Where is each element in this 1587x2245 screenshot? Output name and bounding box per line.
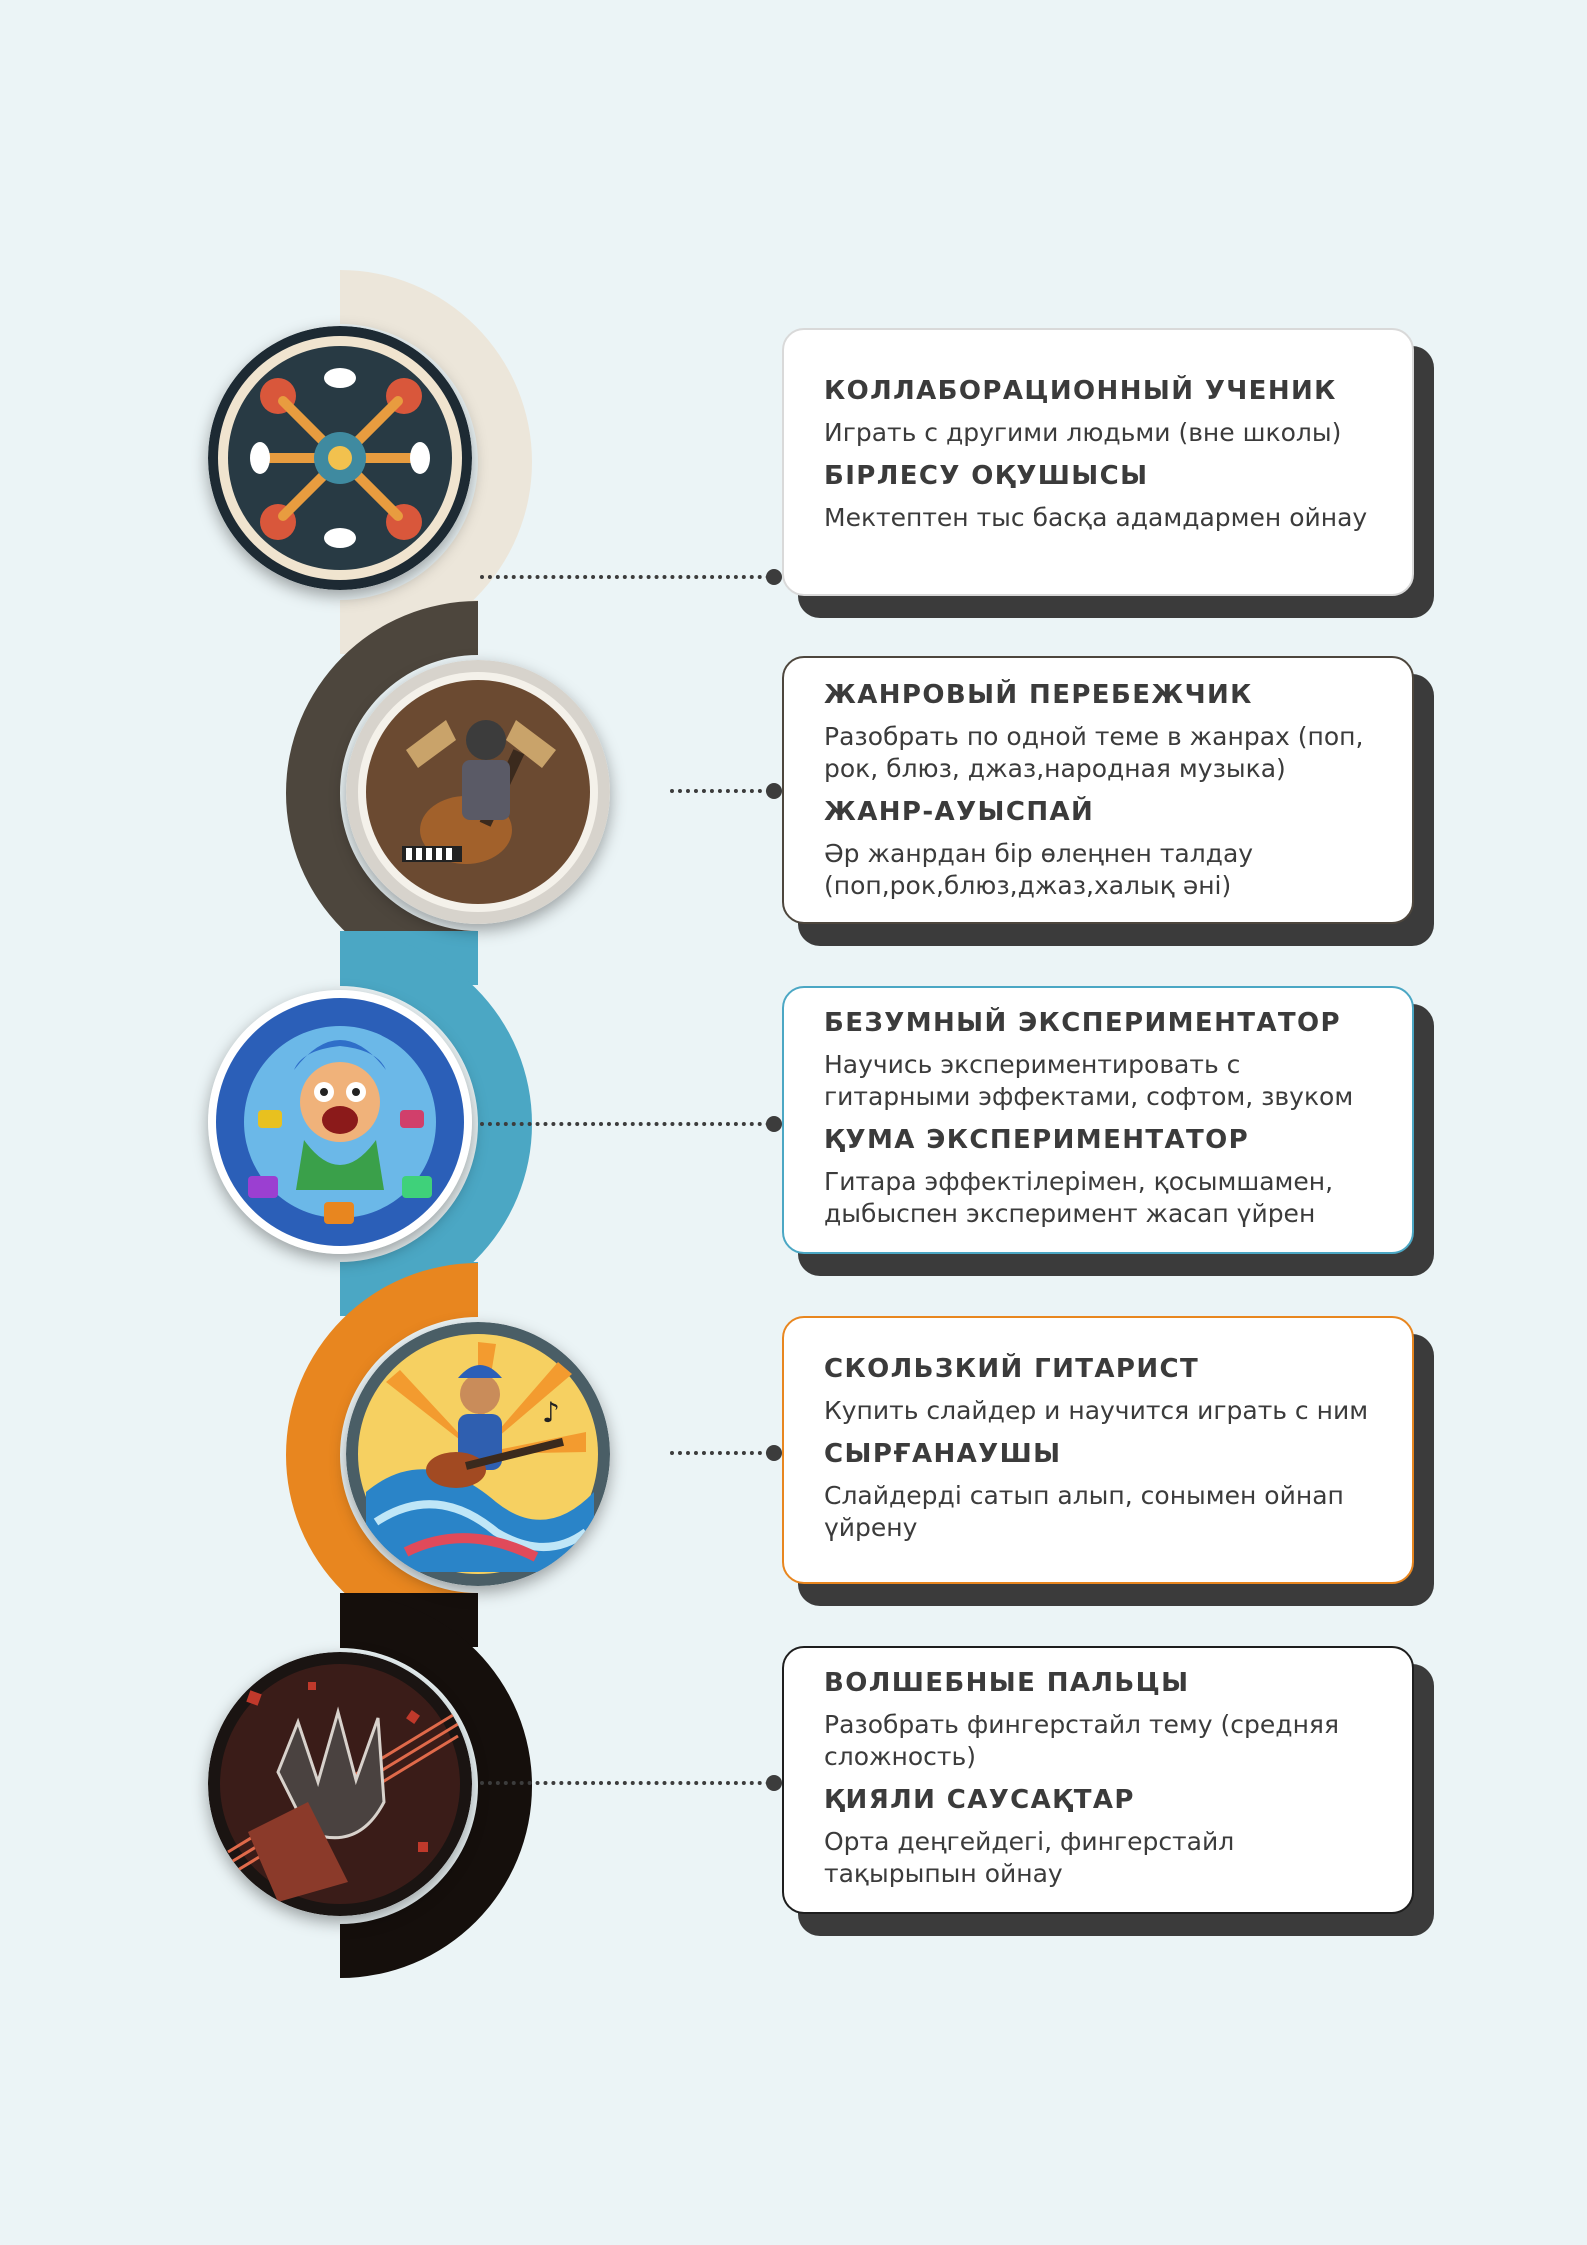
mad-experimenter-illustration: [208, 990, 472, 1254]
card-title-ru: КОЛЛАБОРАЦИОННЫЙ УЧЕНИК: [824, 376, 1337, 406]
card-title-ru: ВОЛШЕБНЫЕ ПАЛЬЦЫ: [824, 1668, 1190, 1698]
card-desc-kz: Мектептен тыс басқа адамдармен ойнау: [824, 503, 1368, 533]
card-title-kz: СЫРҒАНАУШЫ: [824, 1439, 1062, 1470]
connector-dot-1: [766, 569, 782, 585]
step-card-mad-experimenter: БЕЗУМНЫЙ ЭКСПЕРИМЕНТАТОР Научись экспери…: [782, 986, 1414, 1254]
card-title-ru: СКОЛЬЗКИЙ ГИТАРИСТ: [824, 1354, 1200, 1384]
snake-segment-1: [340, 270, 532, 654]
card-desc-kz: Орта деңгейдегі, фингерстайл тақырыпын о…: [824, 1827, 1235, 1889]
card-desc-ru: Разобрать фингерстайл тему (средняя слож…: [824, 1710, 1339, 1772]
card-title-kz: ҚУМА ЭКСПЕРИМЕНТАТОР: [824, 1125, 1250, 1156]
genre-hopper-illustration: [346, 660, 610, 924]
card-title-kz: ЖАНР-АУЫСПАЙ: [824, 797, 1095, 828]
snake-segment-2: [286, 601, 478, 985]
step-card-magic-fingers: ВОЛШЕБНЫЕ ПАЛЬЦЫ Разобрать фингерстайл т…: [782, 1646, 1414, 1914]
connector-dot-2: [766, 783, 782, 799]
step-card-slide-guitarist: СКОЛЬЗКИЙ ГИТАРИСТ Купить слайдер и науч…: [782, 1316, 1414, 1584]
connector-dot-5: [766, 1775, 782, 1791]
connector-1: [480, 575, 770, 579]
card-title-ru: БЕЗУМНЫЙ ЭКСПЕРИМЕНТАТОР: [824, 1008, 1341, 1038]
card-title-kz: БІРЛЕСУ ОҚУШЫСЫ: [824, 461, 1149, 492]
card-desc-ru: Купить слайдер и научится играть с ним: [824, 1396, 1369, 1426]
card-desc-ru: Разобрать по одной теме в жанрах (поп, р…: [824, 722, 1364, 784]
card-desc-kz: Гитара эффектілерімен, қосымшамен, дыбыс…: [824, 1167, 1334, 1229]
card-desc-ru: Научись экспериментировать с гитарными э…: [824, 1050, 1354, 1112]
card-title-ru: ЖАНРОВЫЙ ПЕРЕБЕЖЧИК: [824, 680, 1253, 710]
step-card-collaboration: КОЛЛАБОРАЦИОННЫЙ УЧЕНИК Играть с другими…: [782, 328, 1414, 596]
card-desc-kz: Әр жанрдан бір өлеңнен талдау (поп,рок,б…: [824, 839, 1254, 901]
collaboration-illustration: [208, 326, 472, 590]
slide-guitarist-illustration: ♪: [346, 1322, 610, 1586]
connector-dot-4: [766, 1445, 782, 1461]
connector-4: [670, 1451, 770, 1455]
snake-segment-3: [340, 932, 532, 1316]
connector-dot-3: [766, 1116, 782, 1132]
card-desc-ru: Играть с другими людьми (вне школы): [824, 418, 1342, 448]
svg-text:♪: ♪: [542, 1396, 560, 1429]
connector-3: [480, 1122, 770, 1126]
connector-5: [480, 1781, 770, 1785]
step-card-genre-hopper: ЖАНРОВЫЙ ПЕРЕБЕЖЧИК Разобрать по одной т…: [782, 656, 1414, 924]
connector-2: [670, 789, 770, 793]
card-desc-kz: Слайдерді сатып алып, сонымен ойнап үйре…: [824, 1481, 1344, 1543]
magic-fingers-illustration: [208, 1652, 472, 1916]
snake-segment-5: [340, 1594, 532, 1978]
card-title-kz: ҚИЯЛИ САУСАҚТАР: [824, 1785, 1135, 1816]
snake-segment-4: [286, 1263, 478, 1647]
